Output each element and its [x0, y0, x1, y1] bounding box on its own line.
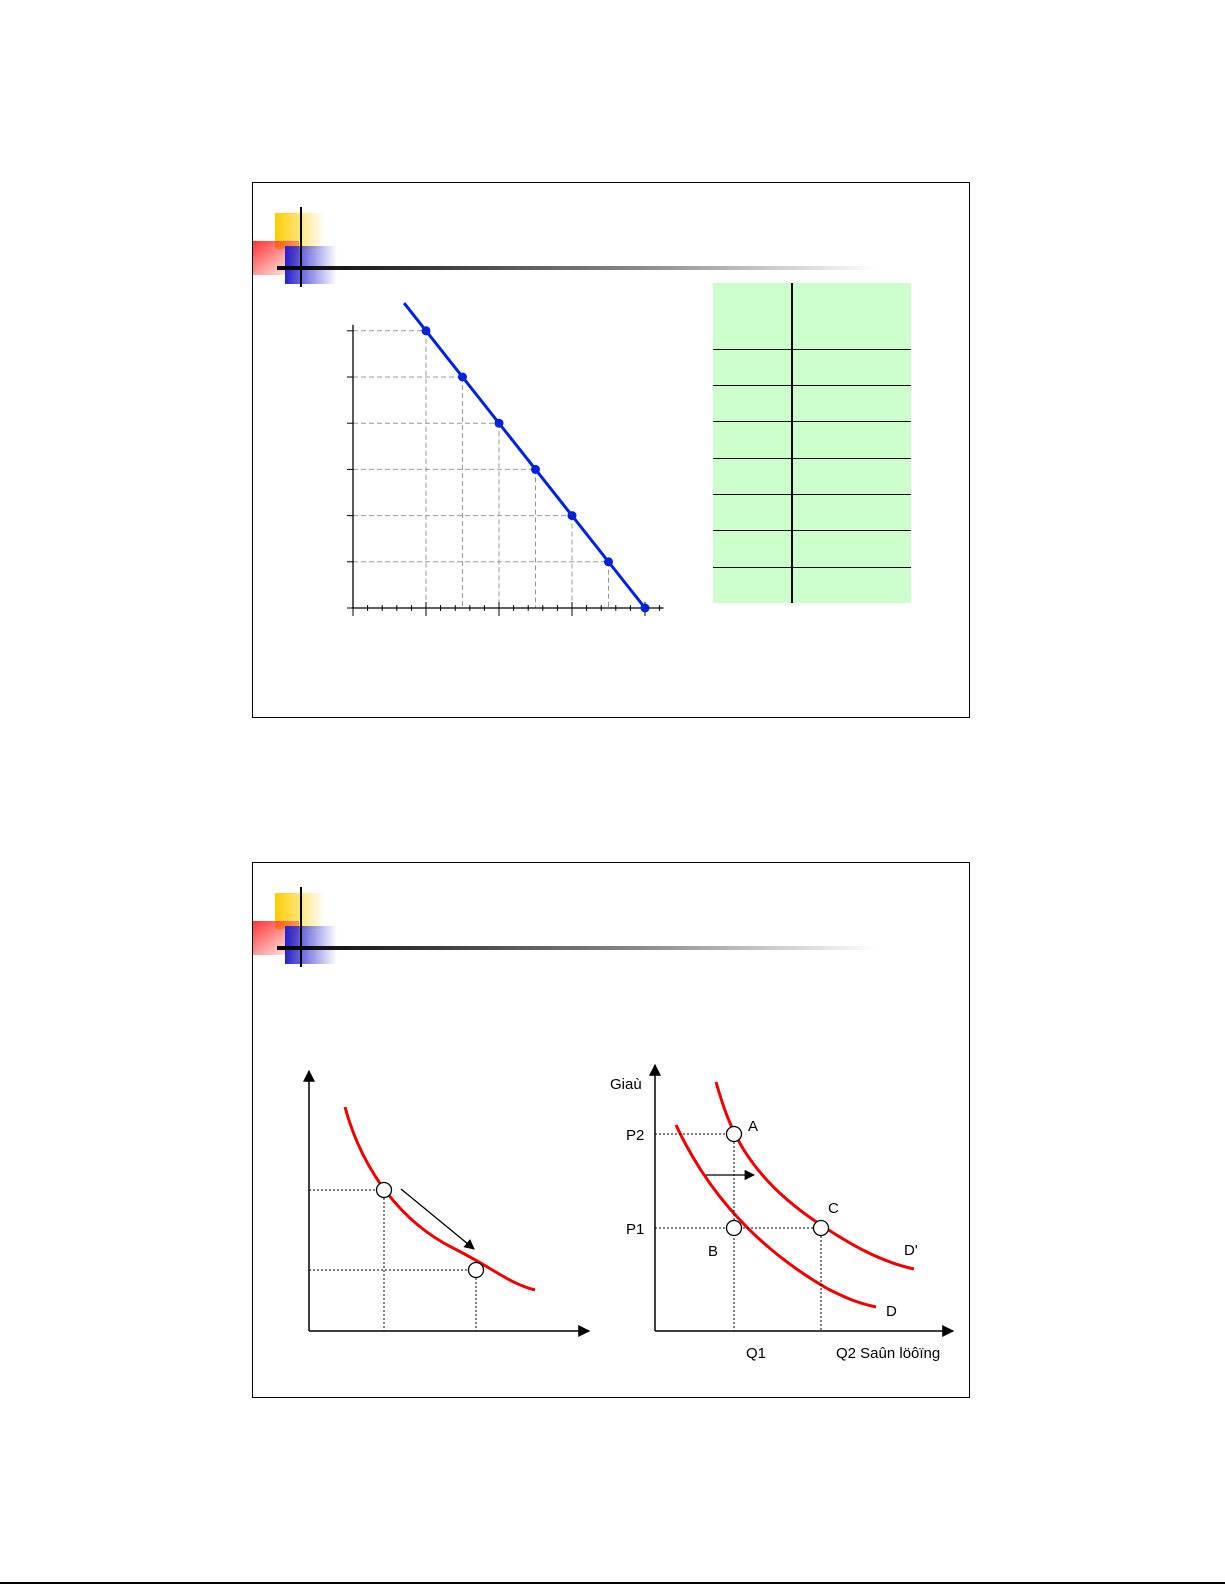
tick-label-q1: Q1 — [746, 1345, 766, 1362]
title-rule — [277, 266, 877, 270]
title-decoration — [253, 207, 877, 287]
curve-d-prime-label: D' — [904, 1242, 918, 1259]
data-point — [531, 464, 540, 474]
demand-curve — [343, 1106, 536, 1292]
point-c — [812, 1219, 830, 1237]
table-column-divider — [791, 283, 793, 603]
data-point — [640, 603, 650, 613]
demand-curve-d-prime — [714, 1081, 915, 1271]
table-row-divider — [713, 458, 911, 459]
table-row-divider — [713, 567, 911, 568]
x-axis-label: Q2 Saûn löôïng — [836, 1345, 940, 1362]
table-row-divider — [713, 349, 911, 350]
point-b-label: B — [708, 1243, 718, 1260]
demand-shift-chart: Giaù P2 P1 Q1 Q2 Saûn löôïng A B C D D' — [610, 1063, 955, 1362]
demand-curve-d — [674, 1124, 877, 1309]
data-point — [567, 511, 577, 521]
point-c-label: C — [828, 1200, 839, 1217]
table-row-divider — [713, 494, 911, 495]
data-point — [458, 372, 467, 382]
slide-demand-shift: Giaù P2 P1 Q1 Q2 Saûn löôïng A B C D D' — [252, 862, 970, 1398]
point-b — [725, 1219, 743, 1237]
demand-line-chart — [347, 302, 664, 616]
curve-d-label: D — [886, 1303, 897, 1320]
demand-line — [402, 302, 647, 609]
title-rule — [277, 946, 877, 950]
deco-blue-square — [285, 926, 337, 964]
data-point — [421, 326, 431, 336]
y-axis-label: Giaù — [610, 1076, 642, 1093]
data-point — [494, 418, 504, 428]
point-a — [725, 1125, 743, 1143]
page-bottom-rule — [0, 1582, 1225, 1584]
demand-schedule-table — [713, 283, 911, 603]
deco-blue-square — [285, 246, 337, 284]
table-row-divider — [713, 385, 911, 386]
point-a-label: A — [748, 1118, 758, 1135]
curve-point — [375, 1181, 393, 1199]
slide-demand-schedule — [252, 182, 970, 718]
table-row-divider — [713, 530, 911, 531]
movement-along-curve-chart — [303, 1069, 591, 1337]
movement-arrow — [400, 1188, 475, 1250]
curve-point — [467, 1261, 485, 1279]
title-decoration — [253, 887, 877, 967]
table-row-divider — [713, 421, 911, 422]
tick-label-p2: P2 — [626, 1127, 644, 1144]
tick-label-p1: P1 — [626, 1221, 644, 1238]
data-point — [604, 557, 613, 567]
